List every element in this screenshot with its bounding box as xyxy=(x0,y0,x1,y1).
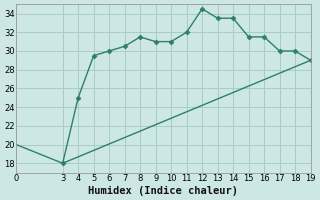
X-axis label: Humidex (Indice chaleur): Humidex (Indice chaleur) xyxy=(88,186,238,196)
